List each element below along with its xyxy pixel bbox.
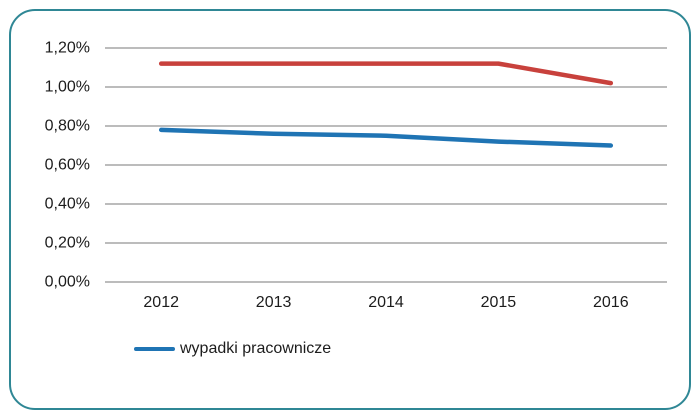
legend-line-marker (134, 346, 175, 352)
series-line-0 (158, 61, 614, 86)
y-axis-tick-label: 0,20% (45, 235, 90, 252)
x-axis-tick-label: 2015 (481, 294, 517, 311)
chart-legend: wypadki pracownicze (134, 340, 331, 358)
y-axis-tick-label: 0,00% (45, 274, 90, 291)
x-axis-labels-group: 2012 2013 2014 2015 2016 (143, 294, 628, 311)
y-axis-tick-label: 1,20% (45, 40, 90, 57)
x-axis-tick-label: 2014 (368, 294, 404, 311)
x-axis-tick-label: 2016 (593, 294, 629, 311)
gridlines-group (105, 47, 667, 283)
series-group (158, 61, 614, 148)
x-axis-tick-label: 2012 (143, 294, 179, 311)
legend-label: wypadki pracownicze (180, 340, 332, 357)
series-line-wypadki-pracownicze (158, 127, 614, 148)
x-axis-tick-label: 2013 (256, 294, 292, 311)
y-axis-tick-label: 1,00% (45, 79, 90, 96)
y-axis-labels-group: 0,00% 0,20% 0,40% 0,60% 0,80% 1,00% 1,20% (45, 40, 90, 291)
y-axis-tick-label: 0,80% (45, 118, 90, 135)
y-axis-tick-label: 0,40% (45, 196, 90, 213)
y-axis-tick-label: 0,60% (45, 157, 90, 174)
